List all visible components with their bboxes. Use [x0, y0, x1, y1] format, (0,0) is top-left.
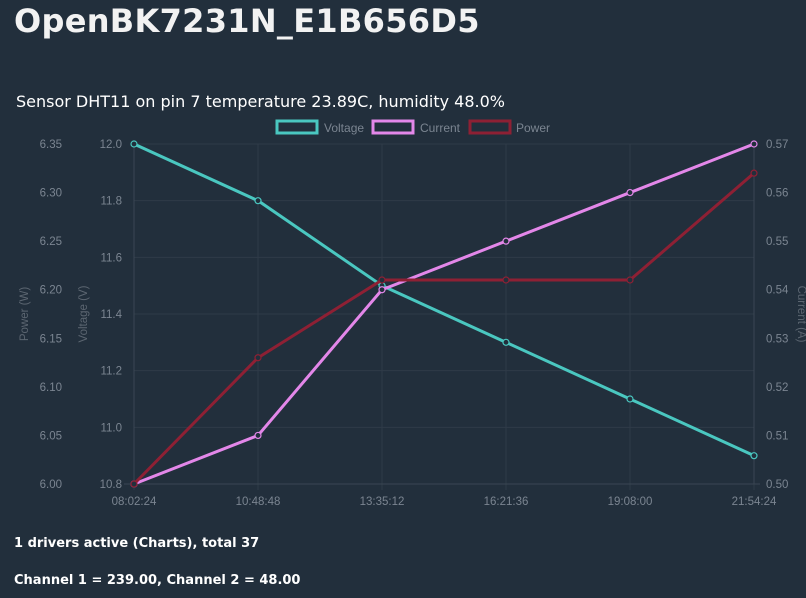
series-line-current: [133, 142, 755, 486]
current-tick-label: 0.54: [766, 285, 789, 297]
x-tick-label: 21:54:24: [732, 496, 777, 508]
chart-legend: Voltage Current Power: [275, 119, 550, 135]
legend-swatch-power: [468, 119, 512, 135]
current-tick-label: 0.51: [766, 430, 788, 442]
current-tick-label: 0.55: [766, 236, 788, 248]
voltage-tick-label: 11.4: [100, 309, 122, 321]
x-tick-label: 16:21:36: [484, 496, 529, 508]
power-tick-label: 6.25: [40, 236, 62, 248]
data-point-power: [626, 276, 634, 284]
current-tick-label: 0.52: [766, 382, 788, 394]
data-point-power: [378, 276, 386, 284]
voltage-tick-label: 11.0: [100, 422, 122, 434]
legend-label-voltage: Voltage: [324, 121, 364, 135]
voltage-tick-label: 10.8: [100, 479, 122, 491]
data-point-power: [502, 276, 510, 284]
data-point-power: [254, 354, 262, 362]
data-point-voltage: [254, 197, 262, 205]
power-axis-title: Power (W): [19, 287, 31, 341]
data-point-power: [130, 480, 138, 488]
power-tick-label: 6.10: [40, 382, 62, 394]
power-tick-label: 6.30: [40, 188, 62, 200]
current-tick-label: 0.57: [766, 139, 788, 151]
voltage-tick-label: 11.6: [100, 252, 122, 264]
drivers-status: 1 drivers active (Charts), total 37: [14, 536, 260, 551]
legend-swatch-current: [371, 119, 415, 135]
power-tick-label: 6.00: [40, 479, 62, 491]
data-point-voltage: [750, 452, 758, 460]
power-tick-label: 6.20: [40, 285, 62, 297]
data-point-voltage: [626, 395, 634, 403]
data-point-current: [626, 188, 634, 197]
x-tick-label: 13:35:12: [360, 496, 405, 508]
data-point-voltage: [502, 338, 510, 346]
legend-swatch-voltage: [275, 119, 319, 135]
voltage-axis-title: Voltage (V): [78, 285, 90, 342]
x-tick-label: 10:48:48: [236, 496, 281, 508]
data-point-current: [254, 431, 262, 440]
chart-axes: 08:02:24 10:48:48 13:35:12 16:21:36 19:08:00…: [19, 139, 806, 508]
current-tick-label: 0.53: [766, 333, 788, 345]
power-tick-label: 6.15: [40, 333, 62, 345]
chart-series: [130, 140, 758, 488]
data-point-current: [750, 140, 758, 148]
x-tick-label: 19:08:00: [608, 496, 653, 508]
current-tick-label: 0.56: [766, 188, 788, 200]
legend-label-power: Power: [516, 121, 550, 135]
x-tick-label: 08:02:24: [112, 496, 157, 508]
channels-status: Channel 1 = 239.00, Channel 2 = 48.00: [14, 573, 301, 588]
data-point-current: [502, 237, 510, 245]
current-axis-title: Current (A): [795, 286, 806, 343]
voltage-tick-label: 11.8: [100, 196, 122, 208]
voltage-tick-label: 11.2: [100, 366, 122, 378]
current-tick-label: 0.50: [766, 479, 788, 491]
power-tick-label: 6.35: [40, 139, 62, 151]
chart-grid: [124, 143, 760, 490]
data-point-current: [378, 286, 386, 294]
sensor-reading: Sensor DHT11 on pin 7 temperature 23.89C…: [16, 92, 505, 111]
data-point-power: [750, 169, 758, 177]
legend-label-current: Current: [420, 121, 461, 135]
series-line-power: [132, 172, 755, 486]
voltage-tick-label: 12.0: [100, 139, 122, 151]
data-point-voltage: [130, 140, 138, 148]
chart: 08:02:24 10:48:48 13:35:12 16:21:36 19:08:00…: [19, 119, 806, 508]
series-line-voltage: [133, 142, 755, 458]
power-tick-label: 6.05: [40, 430, 62, 442]
device-title: OpenBK7231N_E1B656D5: [14, 2, 480, 40]
